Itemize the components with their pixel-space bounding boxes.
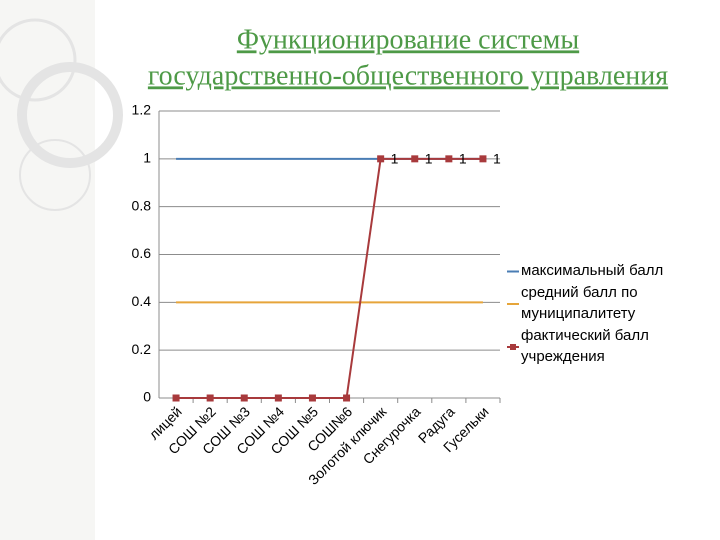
marker [479, 155, 487, 163]
marker [308, 394, 316, 402]
y-tick-label: 1 [143, 150, 151, 166]
marker [274, 394, 282, 402]
data-label: 1 [493, 151, 501, 167]
marker [343, 394, 351, 402]
data-label: 1 [391, 151, 399, 167]
y-tick-label: 0.6 [132, 245, 152, 261]
y-tick-label: 1.2 [132, 102, 152, 118]
y-tick-label: 0 [143, 389, 151, 405]
chart-title: государственно-общественного управления [148, 60, 668, 91]
legend-label: средний балл по муниципалитету [521, 284, 638, 322]
marker [172, 394, 180, 402]
decoration [0, 0, 123, 540]
data-label: 1 [459, 151, 467, 167]
series-line [176, 157, 483, 399]
y-tick-label: 0.8 [132, 197, 152, 213]
y-tick-label: 0.2 [132, 341, 152, 357]
chart-title: Функционирование системы [237, 24, 580, 55]
y-tick-label: 0.4 [132, 293, 152, 309]
data-label: 1 [425, 151, 433, 167]
marker [240, 394, 248, 402]
marker [377, 155, 385, 163]
legend-label: максимальный балл [521, 262, 664, 279]
legend-label: фактический балл учреждения [521, 327, 649, 365]
marker [445, 155, 453, 163]
marker [411, 155, 419, 163]
legend-marker [510, 344, 516, 350]
marker [206, 394, 214, 402]
